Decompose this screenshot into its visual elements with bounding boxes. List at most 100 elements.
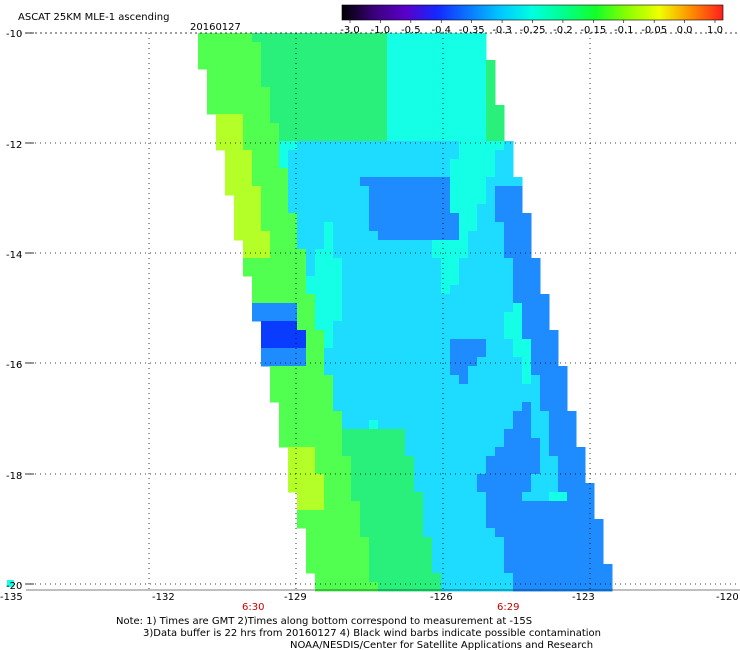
swath-cell bbox=[288, 366, 298, 376]
swath-cell bbox=[441, 294, 451, 304]
swath-cell bbox=[576, 582, 586, 592]
swath-cell bbox=[459, 267, 469, 277]
swath-cell bbox=[495, 312, 505, 322]
swath-cell bbox=[261, 150, 271, 160]
swath-cell bbox=[306, 312, 316, 322]
swath-cell bbox=[306, 186, 316, 196]
swath-cell bbox=[315, 357, 325, 367]
swath-cell bbox=[360, 321, 370, 331]
swath-cell bbox=[495, 510, 505, 520]
swath-cell bbox=[351, 177, 361, 187]
swath-cell bbox=[477, 150, 487, 160]
swath-cell bbox=[279, 222, 289, 232]
swath-cell bbox=[360, 483, 370, 493]
swath-cell bbox=[594, 582, 604, 592]
swath-cell bbox=[333, 321, 343, 331]
swath-cell bbox=[459, 51, 469, 61]
swath-cell bbox=[423, 249, 433, 259]
swath-cell bbox=[360, 132, 370, 142]
swath-cell bbox=[450, 69, 460, 79]
swath-cell bbox=[477, 501, 487, 511]
swath-cell bbox=[279, 78, 289, 88]
swath-cell bbox=[477, 60, 487, 70]
swath-cell bbox=[360, 51, 370, 61]
swath-cell bbox=[468, 222, 478, 232]
swath-cell bbox=[423, 375, 433, 385]
swath-cell bbox=[468, 177, 478, 187]
swath-cell bbox=[261, 186, 271, 196]
swath-cell bbox=[315, 276, 325, 286]
swath-cell bbox=[396, 168, 406, 178]
swath-cell bbox=[558, 528, 568, 538]
swath-cell bbox=[432, 447, 442, 457]
swath-cell bbox=[477, 573, 487, 583]
swath-cell bbox=[342, 402, 352, 412]
swath-cell bbox=[207, 105, 217, 115]
swath-cell bbox=[360, 519, 370, 529]
swath-cell bbox=[486, 105, 496, 115]
swath-cell bbox=[540, 573, 550, 583]
swath-cell bbox=[306, 384, 316, 394]
swath-cell bbox=[405, 348, 415, 358]
swath-cell bbox=[486, 69, 496, 79]
swath-cell bbox=[315, 411, 325, 421]
swath-cell bbox=[549, 564, 559, 574]
swath-cell bbox=[306, 231, 316, 241]
swath-cell bbox=[342, 213, 352, 223]
swath-cell bbox=[441, 330, 451, 340]
swath-cell bbox=[513, 231, 523, 241]
swath-cell bbox=[504, 384, 514, 394]
swath-cell bbox=[252, 150, 262, 160]
swath-cell bbox=[396, 528, 406, 538]
swath-cell bbox=[405, 276, 415, 286]
swath-cell bbox=[252, 33, 262, 43]
swath-cell bbox=[414, 537, 424, 547]
swath-cell bbox=[306, 294, 316, 304]
swath-cell bbox=[324, 213, 334, 223]
swath-cell bbox=[279, 420, 289, 430]
swath-cell bbox=[324, 582, 334, 592]
swath-cell bbox=[450, 267, 460, 277]
swath-cell bbox=[441, 213, 451, 223]
swath-cell bbox=[432, 564, 442, 574]
swath-cell bbox=[423, 393, 433, 403]
swath-cell bbox=[360, 105, 370, 115]
swath-cell bbox=[324, 285, 334, 295]
swath-cell bbox=[504, 159, 514, 169]
swath-cell bbox=[468, 114, 478, 124]
swath-cell bbox=[459, 537, 469, 547]
swath-cell bbox=[360, 348, 370, 358]
swath-cell bbox=[243, 105, 253, 115]
swath-cell bbox=[423, 96, 433, 106]
swath-cell bbox=[477, 168, 487, 178]
swath-cell bbox=[225, 33, 235, 43]
swath-cell bbox=[279, 258, 289, 268]
swath-cell bbox=[423, 582, 433, 592]
note-line-3: NOAA/NESDIS/Center for Satellite Applica… bbox=[290, 640, 593, 650]
swath-cell bbox=[423, 384, 433, 394]
swath-cell bbox=[477, 339, 487, 349]
swath-cell bbox=[594, 573, 604, 583]
swath-cell bbox=[7, 580, 14, 587]
swath-cell bbox=[387, 123, 397, 133]
swath-cell bbox=[423, 294, 433, 304]
swath-cell bbox=[405, 123, 415, 133]
swath-cell bbox=[432, 78, 442, 88]
swath-cell bbox=[324, 96, 334, 106]
swath-cell bbox=[243, 132, 253, 142]
swath-cell bbox=[378, 546, 388, 556]
swath-cell bbox=[360, 222, 370, 232]
swath-cell bbox=[396, 96, 406, 106]
lon-labels: -135 -132 -129 -126 -123 -120 bbox=[0, 592, 739, 603]
swath-cell bbox=[531, 438, 541, 448]
swath-cell bbox=[324, 438, 334, 448]
swath-cell bbox=[405, 141, 415, 151]
swath-cell bbox=[468, 321, 478, 331]
swath-cell bbox=[387, 150, 397, 160]
swath-cell bbox=[342, 384, 352, 394]
swath-cell bbox=[351, 474, 361, 484]
swath-cell bbox=[477, 519, 487, 529]
swath-cell bbox=[414, 582, 424, 592]
swath-cell bbox=[342, 42, 352, 52]
